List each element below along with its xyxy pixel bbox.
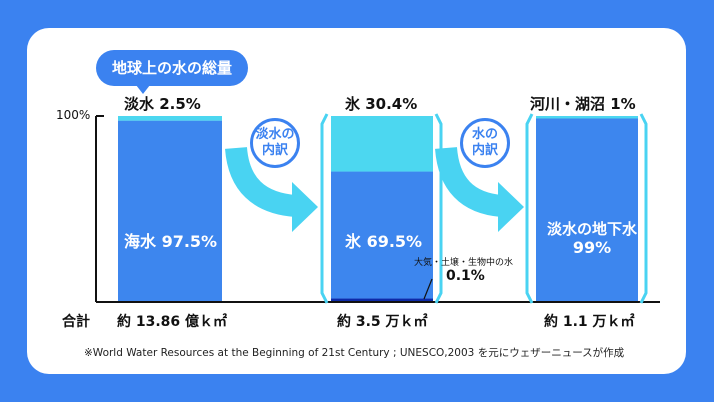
- bar3-segment-1: [536, 118, 638, 302]
- bar3-top-label: 河川・湖沼 1%: [530, 95, 636, 113]
- bar1-segment-2: [118, 116, 222, 121]
- water-breakdown-line1: 水の: [471, 127, 498, 142]
- flow-arrow-1-shaft: [225, 146, 298, 217]
- freshwater-breakdown-label: 淡水の 内訳: [250, 118, 300, 168]
- bar2-bracket-left: [320, 113, 329, 304]
- bar2-total: 約 3.5 万ｋ㎡: [337, 314, 428, 330]
- bar2-small-segment-leader: [423, 278, 433, 300]
- bar2-segment-1: [331, 298, 433, 301]
- bar3-bracket-left: [525, 113, 534, 304]
- total-row-label: 合計: [62, 314, 90, 330]
- flow-arrow-1-head: [292, 182, 318, 232]
- water-breakdown-line2: 内訳: [471, 143, 498, 158]
- bar2-segment-3: [331, 116, 433, 172]
- bar1-total: 約 13.86 億ｋ㎡: [117, 314, 228, 330]
- bar2-bracket-right: [434, 113, 443, 304]
- badge-pointer: [136, 85, 150, 94]
- flow-arrow-2-head: [498, 182, 524, 232]
- water-breakdown-label: 水の 内訳: [460, 118, 510, 168]
- bar2-ice-label: 氷 69.5%: [345, 232, 423, 251]
- freshwater-breakdown-line2: 内訳: [261, 143, 288, 158]
- flow-arrow-1: [225, 146, 318, 232]
- bar3-groundwater-label-line1: 淡水の地下水: [546, 220, 637, 238]
- bar1-top-label: 淡水 2.5%: [124, 95, 201, 113]
- y-axis-100-label: 100%: [56, 108, 91, 122]
- bar2-small-segment-value: 0.1%: [446, 268, 485, 284]
- bar3-groundwater-label-line2: 99%: [572, 238, 612, 257]
- bar2-small-segment-label: 大気・土壌・生物中の水: [414, 258, 514, 268]
- bar2-segment-2: [331, 171, 433, 299]
- bar1-segment-1: [118, 120, 222, 301]
- bar3-bracket-right: [639, 113, 648, 304]
- freshwater-breakdown-line1: 淡水の: [255, 127, 295, 142]
- source-footnote: ※World Water Resources at the Beginning …: [84, 347, 625, 359]
- bar3-segment-2: [536, 116, 638, 119]
- flow-arrow-2-shaft: [435, 146, 504, 217]
- bar1-seawater-label: 海水 97.5%: [124, 232, 218, 251]
- flow-arrow-2: [435, 146, 524, 232]
- bar3-total: 約 1.1 万ｋ㎡: [544, 314, 635, 330]
- bar2-top-label: 氷 30.4%: [345, 95, 418, 113]
- total-water-badge: 地球上の水の総量: [96, 50, 248, 86]
